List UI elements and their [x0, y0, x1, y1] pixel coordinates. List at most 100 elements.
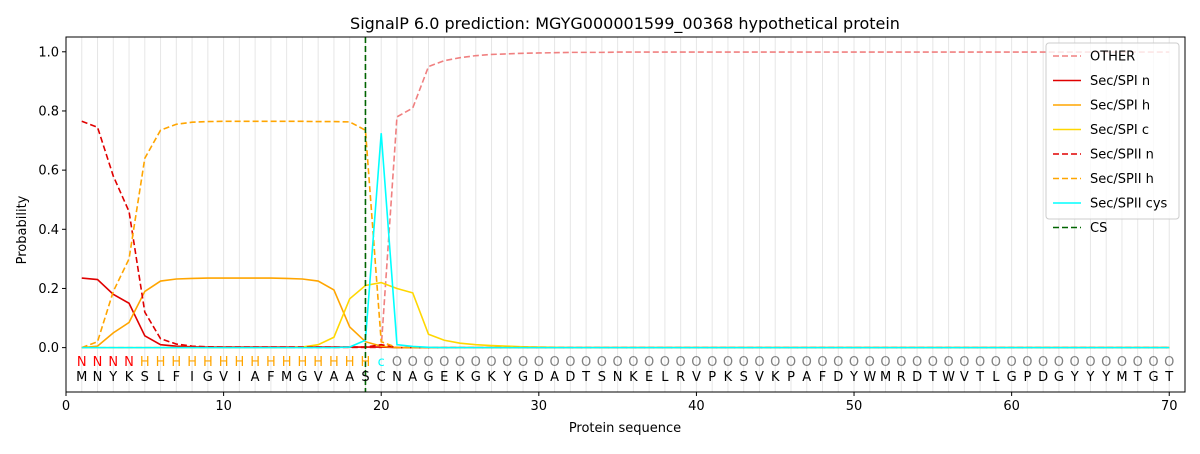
residue-label: Y: [1085, 370, 1094, 385]
residue-label: A: [345, 370, 354, 385]
region-label: O: [849, 355, 859, 370]
region-label: N: [93, 355, 103, 370]
region-label: O: [896, 355, 906, 370]
region-label: O: [1038, 355, 1048, 370]
residue-label: T: [975, 370, 984, 385]
residue-label: E: [645, 370, 653, 385]
residue-label: P: [708, 370, 716, 385]
residue-label: G: [203, 370, 213, 385]
legend-label: Sec/SPII cys: [1090, 197, 1168, 212]
region-label: H: [234, 355, 244, 370]
region-label: H: [156, 355, 166, 370]
region-label: O: [534, 355, 544, 370]
chart-title: SignalP 6.0 prediction: MGYG000001599_00…: [350, 14, 900, 34]
y-tick-label: 0.6: [38, 164, 59, 179]
legend-label: Sec/SPII h: [1090, 172, 1154, 187]
region-label: O: [549, 355, 559, 370]
region-label: O: [865, 355, 875, 370]
region-label: O: [833, 355, 843, 370]
axes-frame: [65, 36, 1186, 393]
residue-label: G: [518, 370, 528, 385]
legend-box: [1045, 42, 1180, 220]
region-label: O: [660, 355, 670, 370]
residue-label: P: [787, 370, 795, 385]
residue-label: N: [392, 370, 402, 385]
residue-label: P: [1023, 370, 1031, 385]
residue-label: K: [724, 370, 733, 385]
region-label: H: [361, 355, 371, 370]
region-label: O: [423, 355, 433, 370]
x-tick-label: 70: [1161, 399, 1178, 414]
residue-label: I: [190, 370, 194, 385]
region-label: O: [628, 355, 638, 370]
residue-label: F: [819, 370, 826, 385]
region-label: O: [943, 355, 953, 370]
region-label: O: [786, 355, 796, 370]
region-label: H: [219, 355, 229, 370]
residue-label: L: [157, 370, 165, 385]
region-label: H: [282, 355, 292, 370]
x-tick-label: 0: [62, 399, 70, 414]
tick-layer: 0 10 20 30 40 50 60 70 0.0 0.2 0.4 0.6 0.8 1.0: [38, 45, 1177, 414]
residue-label: T: [928, 370, 937, 385]
residue-label: D: [912, 370, 922, 385]
region-label: H: [313, 355, 323, 370]
residue-label: D: [565, 370, 575, 385]
region-label: O: [455, 355, 465, 370]
residue-label: V: [219, 370, 228, 385]
region-label: H: [203, 355, 213, 370]
residue-label: K: [487, 370, 496, 385]
region-label: H: [266, 355, 276, 370]
y-tick-label: 1.0: [38, 45, 59, 60]
region-label: O: [928, 355, 938, 370]
region-label: O: [991, 355, 1001, 370]
x-tick-label: 10: [215, 399, 232, 414]
residue-label: A: [329, 370, 338, 385]
residue-label: D: [833, 370, 843, 385]
region-label: O: [1101, 355, 1111, 370]
region-label: O: [707, 355, 717, 370]
legend-label: Sec/SPI n: [1090, 74, 1150, 89]
legend-label: Sec/SPI h: [1090, 99, 1150, 114]
region-label: O: [1054, 355, 1064, 370]
residue-label: A: [802, 370, 811, 385]
region-label: O: [1133, 355, 1143, 370]
x-tick-label: 20: [373, 399, 390, 414]
region-label: O: [691, 355, 701, 370]
region-label: H: [298, 355, 308, 370]
region-label: H: [140, 355, 150, 370]
region-label: N: [77, 355, 87, 370]
region-label: O: [676, 355, 686, 370]
region-label: O: [880, 355, 890, 370]
region-label: O: [1022, 355, 1032, 370]
series-line-sec-spii-cys: [81, 133, 1170, 349]
region-label: O: [817, 355, 827, 370]
region-label: O: [802, 355, 812, 370]
residue-label: R: [676, 370, 685, 385]
residue-label: M: [76, 370, 87, 385]
residue-label: K: [125, 370, 134, 385]
residue-label: V: [960, 370, 969, 385]
residue-label: Y: [849, 370, 858, 385]
legend: OTHER Sec/SPI n Sec/SPI h Sec/SPI c Sec/SPII…: [1045, 42, 1180, 236]
residue-label: F: [173, 370, 180, 385]
residue-label: A: [550, 370, 559, 385]
y-tick-label: 0.0: [38, 341, 59, 356]
residue-label: S: [141, 370, 149, 385]
region-label: c: [378, 355, 385, 370]
residue-label: C: [377, 370, 386, 385]
residue-label: K: [456, 370, 465, 385]
residue-label: T: [581, 370, 590, 385]
region-label: O: [754, 355, 764, 370]
residue-label: E: [440, 370, 448, 385]
residue-label: Y: [1101, 370, 1110, 385]
region-label: O: [723, 355, 733, 370]
legend-label: OTHER: [1090, 50, 1135, 65]
residue-label: S: [361, 370, 369, 385]
residue-label: W: [942, 370, 955, 385]
x-tick-label: 40: [688, 399, 705, 414]
series-layer: [81, 37, 1170, 392]
region-label: N: [124, 355, 134, 370]
